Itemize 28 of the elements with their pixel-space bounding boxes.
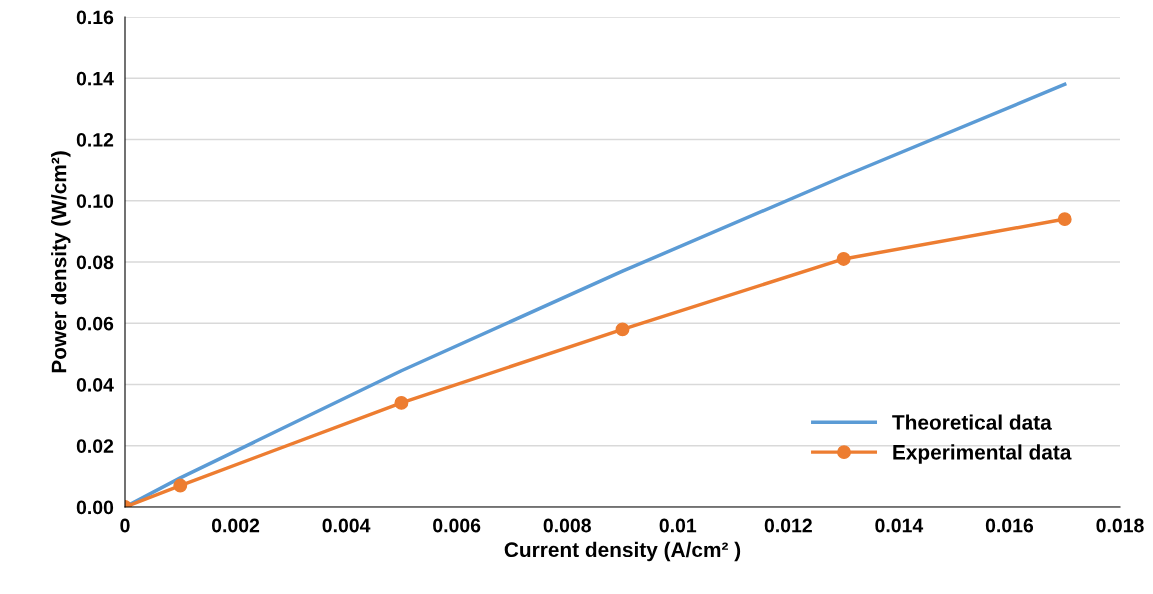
legend-label: Theoretical data (892, 414, 1052, 430)
x-tick-label: 0.006 (433, 518, 481, 533)
y-tick-label: 0.04 (76, 377, 114, 392)
y-tick-label: 0.06 (76, 316, 114, 331)
x-tick-label: 0.004 (322, 518, 371, 533)
y-tick-label: 0.02 (76, 439, 114, 453)
x-tick-label: 0.018 (1096, 518, 1144, 533)
x-tick-label: 0.002 (212, 518, 260, 533)
y-tick-label: 0.14 (76, 71, 114, 86)
x-tick-label: 0 (120, 518, 130, 533)
x-axis-title: Current density (A/cm² ) (504, 541, 741, 562)
x-tick-label: 0.016 (985, 518, 1034, 533)
y-tick-label: 0.12 (76, 132, 114, 147)
x-tick-label: 0.012 (764, 518, 812, 533)
point (394, 395, 409, 410)
y-tick-label: 0.08 (76, 255, 114, 270)
point (836, 251, 851, 266)
point (615, 322, 630, 337)
y-axis-title: Power density (W/cm²) (51, 151, 71, 373)
x-tick-label: 0.014 (875, 518, 924, 533)
x-tick-label: 0.008 (543, 518, 591, 533)
point (173, 478, 188, 493)
y-tick-label: 0.00 (76, 500, 114, 515)
point (1057, 212, 1072, 227)
y-tick-label: 0.16 (76, 10, 114, 25)
x-tick-label: 0.01 (659, 518, 697, 533)
y-tick-label: 0.10 (76, 194, 114, 208)
legend-label: Experimental data (893, 444, 1072, 464)
